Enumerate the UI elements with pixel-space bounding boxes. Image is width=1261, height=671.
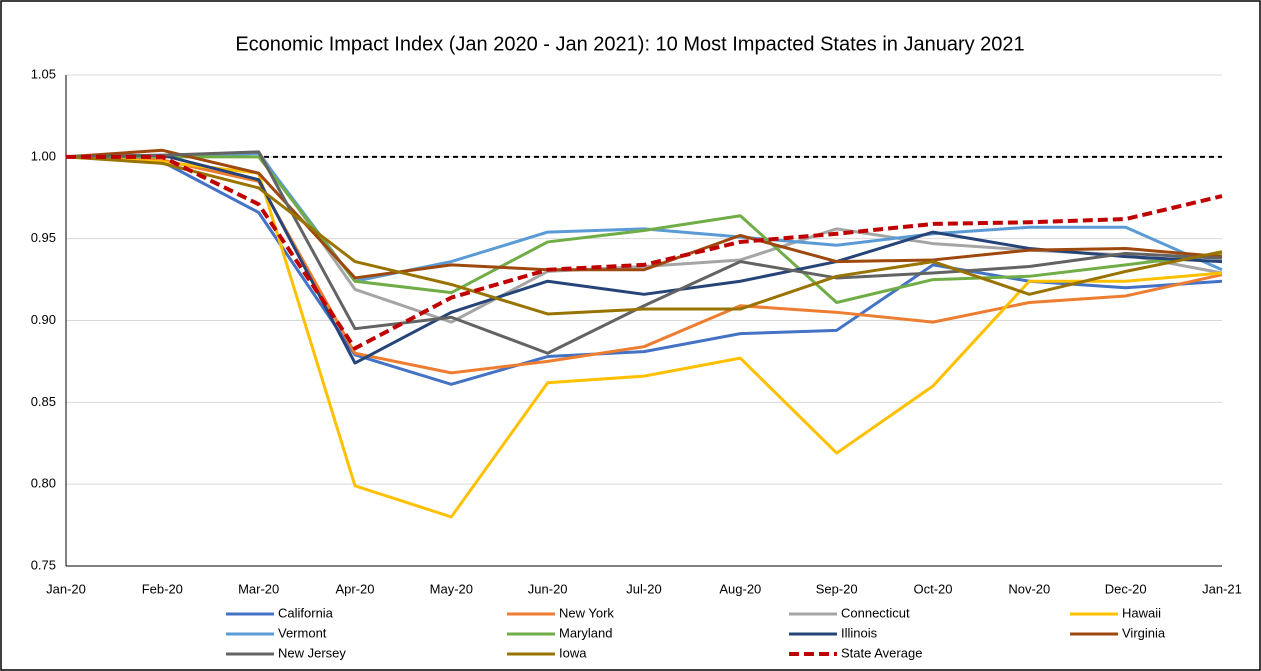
- x-tick-label: Jul-20: [626, 581, 661, 596]
- legend-label: Virginia: [1122, 625, 1166, 640]
- series-line: [66, 154, 1223, 351]
- x-tick-label: May-20: [430, 581, 473, 596]
- legend-label: Vermont: [278, 625, 327, 640]
- x-tick-label: Jan-21: [1202, 581, 1242, 596]
- y-tick-label: 1.00: [31, 148, 56, 163]
- legend-label: California: [278, 605, 334, 620]
- legend-label: Illinois: [841, 625, 878, 640]
- x-tick-label: Dec-20: [1105, 581, 1147, 596]
- x-tick-label: Feb-20: [142, 581, 183, 596]
- x-tick-label: Mar-20: [238, 581, 279, 596]
- x-tick-label: Sep-20: [816, 581, 858, 596]
- legend-label: New Jersey: [278, 645, 346, 660]
- x-tick-label: Nov-20: [1008, 581, 1050, 596]
- series-line: [66, 155, 1223, 304]
- y-tick-label: 0.90: [31, 312, 56, 327]
- chart-title: Economic Impact Index (Jan 2020 - Jan 20…: [235, 33, 1024, 55]
- x-tick-label: Jan-20: [46, 581, 86, 596]
- y-tick-label: 0.85: [31, 394, 56, 409]
- x-tick-label: Apr-20: [335, 581, 374, 596]
- series-line: [65, 153, 1223, 365]
- legend-label: Connecticut: [841, 605, 910, 620]
- legend-label: State Average: [841, 645, 922, 660]
- y-tick-label: 0.80: [31, 476, 56, 491]
- x-tick-label: Aug-20: [719, 581, 761, 596]
- y-tick-label: 0.95: [31, 230, 56, 245]
- legend-label: New York: [559, 605, 614, 620]
- series-line: [65, 150, 1223, 355]
- y-tick-label: 1.05: [31, 66, 56, 81]
- series-line: [65, 155, 1223, 316]
- legend-label: Maryland: [559, 625, 612, 640]
- x-tick-label: Jun-20: [528, 581, 568, 596]
- series-line: [65, 148, 1223, 280]
- legend-label: Iowa: [559, 645, 587, 660]
- y-tick-label: 0.75: [31, 557, 56, 572]
- legend-label: Hawaii: [1122, 605, 1161, 620]
- x-tick-label: Oct-20: [913, 581, 952, 596]
